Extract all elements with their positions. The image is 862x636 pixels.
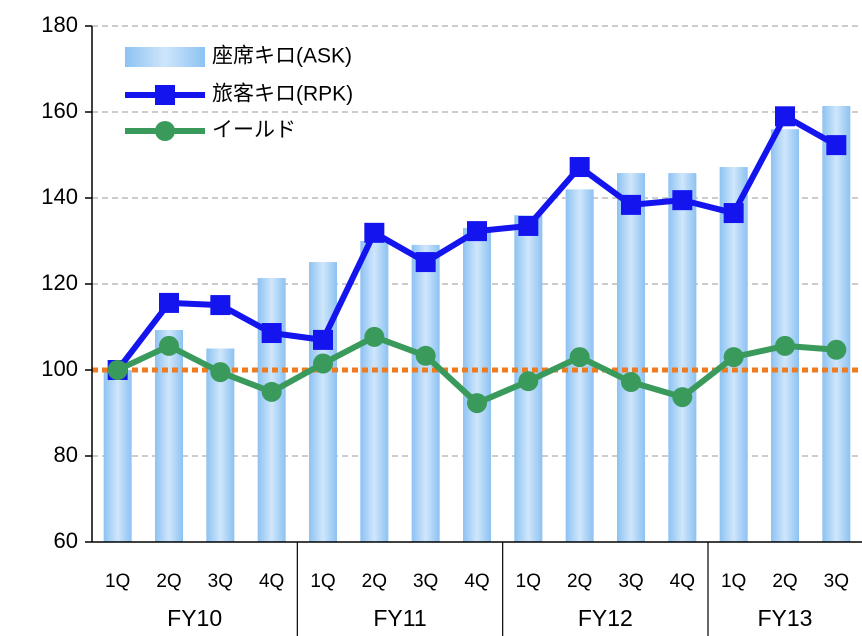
legend-label: イールド (212, 119, 296, 142)
marker (569, 157, 590, 178)
x-tick-label: 2Q (156, 571, 181, 592)
bar (411, 244, 440, 542)
marker (518, 215, 539, 236)
marker (775, 106, 795, 127)
marker (518, 371, 539, 392)
legend-marker (155, 121, 175, 141)
x-tick-label: 3Q (824, 571, 849, 592)
marker (210, 295, 231, 316)
legend-label: 座席キロ(ASK) (212, 45, 352, 68)
y-tick-label: 60 (54, 528, 78, 553)
y-tick-label: 160 (41, 98, 78, 123)
marker (826, 339, 847, 360)
bar (771, 129, 799, 542)
legend: 座席キロ(ASK) 旅客キロ(RPK) イールド (125, 45, 353, 142)
x-tick-label: 2Q (362, 571, 387, 592)
y-tick-label: 140 (41, 184, 78, 209)
x-tick-label: 1Q (516, 571, 541, 592)
bars (103, 105, 851, 543)
marker (364, 326, 385, 347)
group-label: FY11 (373, 605, 426, 631)
marker (723, 347, 744, 368)
y-tick-label: 80 (54, 442, 78, 467)
y-tick-label: 120 (41, 270, 78, 295)
x-tick-label: 2Q (772, 571, 797, 592)
marker (210, 362, 231, 383)
marker (467, 393, 487, 414)
x-tick-label: 1Q (310, 571, 335, 592)
group-label: FY12 (578, 605, 633, 631)
marker (107, 360, 128, 380)
x-tick-label: 4Q (464, 571, 489, 592)
marker (261, 323, 282, 344)
marker (775, 335, 795, 356)
bar (257, 277, 286, 542)
x-tick-label: 4Q (259, 571, 284, 592)
bar (103, 370, 132, 542)
marker (313, 353, 333, 374)
marker (621, 372, 641, 393)
y-tick-label: 180 (41, 12, 78, 37)
x-tick-label: 3Q (413, 571, 438, 592)
x-tick-label: 2Q (567, 571, 592, 592)
bar (822, 105, 851, 542)
marker (672, 190, 693, 211)
marker (159, 292, 179, 313)
bar (463, 228, 491, 542)
bar (155, 330, 183, 542)
bar (309, 262, 337, 542)
legend-swatch (125, 47, 205, 67)
y-tick-label: 100 (41, 356, 78, 381)
axes: 60 80 100 120 140 160 180 1Q 2Q 3Q 4Q FY10 1Q 2Q 3Q 4Q F… (41, 12, 862, 636)
marker (467, 221, 487, 242)
group-label: FY13 (758, 605, 813, 631)
marker (672, 387, 693, 408)
marker (723, 203, 744, 224)
group-label: FY10 (167, 605, 222, 631)
legend-marker (155, 85, 175, 105)
marker (415, 252, 436, 273)
marker (415, 345, 436, 366)
lines (92, 106, 862, 414)
marker (364, 222, 385, 243)
marker (313, 329, 333, 350)
bar (360, 241, 389, 542)
marker (826, 135, 847, 156)
legend-label: 旅客キロ(RPK) (212, 83, 353, 106)
marker (261, 381, 282, 402)
x-tick-label: 3Q (208, 571, 233, 592)
x-tick-label: 1Q (105, 571, 130, 592)
bar (617, 173, 645, 542)
x-tick-label: 1Q (721, 571, 746, 592)
bar (668, 173, 697, 542)
marker (621, 194, 641, 215)
x-tick-label: 3Q (618, 571, 643, 592)
x-tick-label: 4Q (670, 571, 695, 592)
marker (569, 347, 590, 368)
marker (159, 335, 179, 356)
